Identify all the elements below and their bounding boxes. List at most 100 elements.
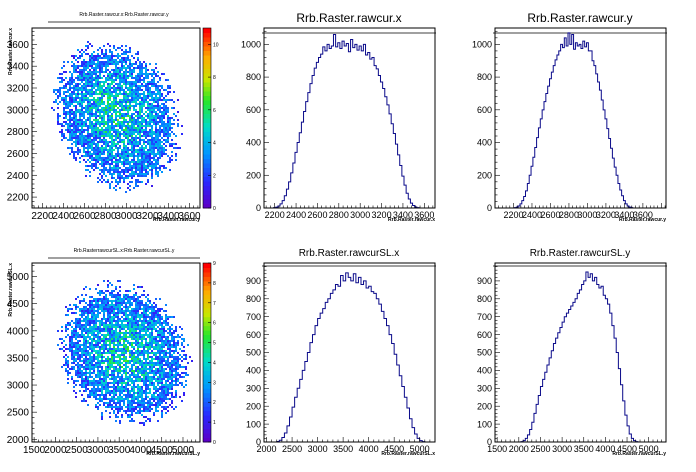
colorbar-segment: [203, 185, 211, 191]
heatmap-cell: [147, 149, 149, 151]
heatmap-cell: [151, 109, 153, 111]
heatmap-cell: [87, 354, 89, 356]
heatmap-cell: [101, 400, 103, 402]
heatmap-cell: [91, 89, 93, 91]
heatmap-cell: [161, 344, 163, 346]
heatmap-cell: [147, 400, 149, 402]
heatmap-cell: [157, 147, 159, 149]
heatmap-cell: [157, 358, 159, 360]
heatmap-cell: [75, 298, 77, 300]
heatmap-cell: [125, 159, 127, 161]
heatmap-cell: [137, 342, 139, 344]
heatmap-cell: [111, 149, 113, 151]
heatmap-cell: [107, 310, 109, 312]
heatmap-cell: [77, 358, 79, 360]
heatmap-cell: [161, 382, 163, 384]
heatmap-cell: [159, 348, 161, 350]
heatmap-cell: [149, 364, 151, 366]
heatmap-cell: [61, 123, 63, 125]
heatmap-cell: [157, 398, 159, 400]
heatmap-cell: [77, 129, 79, 131]
heatmap-cell: [97, 384, 99, 386]
heatmap-cell: [137, 95, 139, 97]
heatmap-cell: [167, 93, 169, 95]
heatmap-cell: [113, 312, 115, 314]
heatmap-cell: [81, 77, 83, 79]
heatmap-cell: [159, 388, 161, 390]
heatmap-cell: [123, 370, 125, 372]
heatmap-cell: [111, 348, 113, 350]
heatmap-cell: [99, 400, 101, 402]
heatmap-cell: [141, 115, 143, 117]
heatmap-cell: [75, 145, 77, 147]
heatmap-cell: [139, 394, 141, 396]
heatmap-cell: [97, 328, 99, 330]
heatmap-cell: [127, 169, 129, 171]
heatmap-cell: [113, 378, 115, 380]
heatmap-cell: [153, 414, 155, 416]
heatmap-cell: [93, 312, 95, 314]
heatmap-cell: [141, 65, 143, 67]
chart-title: Rrb.Raster.rawcur.x:Rrb.Raster.rawcur.y: [79, 12, 169, 18]
heatmap-cell: [101, 380, 103, 382]
heatmap-cell: [89, 304, 91, 306]
heatmap-cell: [115, 111, 117, 113]
heatmap-cell: [85, 169, 87, 171]
heatmap-cell: [119, 89, 121, 91]
heatmap-cell: [69, 308, 71, 310]
heatmap-cell: [133, 83, 135, 85]
heatmap-cell: [101, 418, 103, 420]
heatmap-cell: [61, 131, 63, 133]
heatmap-cell: [141, 386, 143, 388]
heatmap-cell: [133, 370, 135, 372]
heatmap-cell: [131, 83, 133, 85]
heatmap-cell: [109, 360, 111, 362]
heatmap-cell: [135, 350, 137, 352]
heatmap-cell: [151, 137, 153, 139]
heatmap-cell: [111, 145, 113, 147]
heatmap-cell: [153, 167, 155, 169]
heatmap-cell: [157, 87, 159, 89]
heatmap-cell: [145, 69, 147, 71]
heatmap-cell: [147, 404, 149, 406]
heatmap-cell: [93, 69, 95, 71]
heatmap-cell: [87, 376, 89, 378]
heatmap-cell: [109, 121, 111, 123]
heatmap-cell: [107, 131, 109, 133]
heatmap-cell: [75, 328, 77, 330]
heatmap-cell: [141, 300, 143, 302]
heatmap-cell: [69, 123, 71, 125]
heatmap-cell: [129, 306, 131, 308]
heatmap-cell: [123, 306, 125, 308]
heatmap-cell: [137, 77, 139, 79]
heatmap-cell: [151, 153, 153, 155]
heatmap-cell: [127, 55, 129, 57]
heatmap-cell: [115, 392, 117, 394]
colorbar-tick-label: 6: [213, 108, 216, 114]
heatmap-cell: [143, 356, 145, 358]
heatmap-cell: [99, 87, 101, 89]
heatmap-cell: [79, 350, 81, 352]
heatmap-cell: [93, 135, 95, 137]
heatmap-cell: [149, 406, 151, 408]
heatmap-cell: [139, 406, 141, 408]
heatmap-cell: [119, 396, 121, 398]
heatmap-cell: [151, 85, 153, 87]
heatmap-cell: [111, 75, 113, 77]
heatmap-cell: [103, 330, 105, 332]
heatmap-cell: [125, 107, 127, 109]
heatmap-cell: [151, 79, 153, 81]
heatmap-cell: [121, 336, 123, 338]
heatmap-cell: [83, 384, 85, 386]
heatmap-cell: [87, 147, 89, 149]
heatmap-cell: [97, 105, 99, 107]
heatmap-cell: [119, 77, 121, 79]
heatmap-cell: [121, 151, 123, 153]
heatmap-cell: [151, 338, 153, 340]
heatmap-cell: [117, 161, 119, 163]
heatmap-cell: [119, 157, 121, 159]
heatmap-cell: [145, 125, 147, 127]
heatmap-cell: [155, 85, 157, 87]
heatmap-cell: [117, 83, 119, 85]
heatmap-cell: [145, 346, 147, 348]
